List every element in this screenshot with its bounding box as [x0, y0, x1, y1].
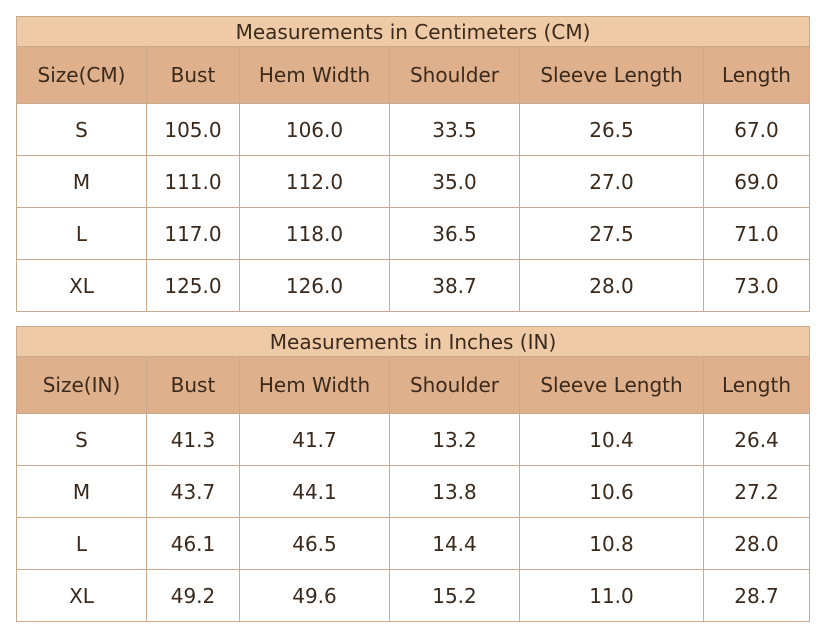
- data-row: S 105.0 106.0 33.5 26.5 67.0: [16, 103, 810, 156]
- table-cell: 105.0: [146, 103, 240, 156]
- table-title: Measurements in Inches (IN): [15, 326, 811, 357]
- column-header: Shoulder: [389, 356, 520, 414]
- column-header: Hem Width: [239, 46, 390, 104]
- table-cell: 10.4: [519, 413, 704, 466]
- table-cell: 15.2: [389, 569, 520, 622]
- table-cell: 49.2: [146, 569, 240, 622]
- table-cell: 28.0: [702, 517, 811, 570]
- table-cell: 13.2: [389, 413, 520, 466]
- table-cell: 14.4: [389, 517, 520, 570]
- table-cell: S: [16, 103, 147, 156]
- table-cell: 27.0: [519, 155, 704, 208]
- table-cell: XL: [16, 569, 147, 622]
- table-cell: 10.6: [519, 465, 704, 518]
- data-row: L 46.1 46.5 14.4 10.8 28.0: [16, 517, 811, 570]
- size-table: Measurements in Centimeters (CM) Size(CM)…: [16, 16, 810, 312]
- column-header: Length: [702, 356, 811, 414]
- column-header: Hem Width: [239, 356, 390, 414]
- table-cell: 71.0: [703, 207, 810, 260]
- size-table: Measurements in Inches (IN) Size(IN) Bust H…: [15, 326, 811, 622]
- data-row: M 111.0 112.0 35.0 27.0 69.0: [16, 155, 810, 208]
- column-header: Size(CM): [16, 46, 147, 104]
- table-cell: 112.0: [239, 155, 390, 208]
- table-cell: 27.5: [519, 207, 704, 260]
- table-cell: 26.5: [519, 103, 704, 156]
- table-cell: 26.4: [702, 413, 811, 466]
- table-cell: 125.0: [146, 259, 240, 312]
- table-cell: XL: [16, 259, 147, 312]
- data-row: L 117.0 118.0 36.5 27.5 71.0: [16, 207, 810, 260]
- table-cell: 11.0: [519, 569, 704, 622]
- column-header: Shoulder: [389, 46, 520, 104]
- column-header: Sleeve Length: [519, 46, 704, 104]
- table-cell: 69.0: [703, 155, 810, 208]
- title-row: Measurements in Centimeters (CM): [16, 16, 810, 47]
- title-row: Measurements in Inches (IN): [15, 326, 811, 357]
- table-cell: 111.0: [146, 155, 240, 208]
- table-cell: 28.0: [519, 259, 704, 312]
- table-cell: M: [16, 465, 147, 518]
- table-cell: 118.0: [239, 207, 390, 260]
- table-cell: 73.0: [703, 259, 810, 312]
- data-row: XL 49.2 49.6 15.2 11.0 28.7: [16, 569, 811, 622]
- table-cell: 41.3: [146, 413, 240, 466]
- table-cell: 33.5: [389, 103, 520, 156]
- data-row: S 41.3 41.7 13.2 10.4 26.4: [16, 413, 811, 466]
- table-cell: 67.0: [703, 103, 810, 156]
- table-cell: 36.5: [389, 207, 520, 260]
- table-cell: 35.0: [389, 155, 520, 208]
- column-header: Bust: [146, 356, 240, 414]
- table-cell: L: [16, 517, 147, 570]
- header-row: Size(IN) Bust Hem Width Shoulder Sleeve Leng…: [16, 356, 811, 414]
- table-cell: 10.8: [519, 517, 704, 570]
- column-header: Bust: [146, 46, 240, 104]
- table-cell: 43.7: [146, 465, 240, 518]
- table-cell: 44.1: [239, 465, 390, 518]
- table-cell: 41.7: [239, 413, 390, 466]
- table-cell: 49.6: [239, 569, 390, 622]
- table-cell: 126.0: [239, 259, 390, 312]
- table-cell: 28.7: [702, 569, 811, 622]
- table-cell: 106.0: [239, 103, 390, 156]
- data-row: XL 125.0 126.0 38.7 28.0 73.0: [16, 259, 810, 312]
- header-row: Size(CM) Bust Hem Width Shoulder Sleeve Leng…: [16, 46, 810, 104]
- table-cell: 13.8: [389, 465, 520, 518]
- table-body: Measurements in Inches (IN) Size(IN) Bust H…: [15, 326, 811, 622]
- table-body: Measurements in Centimeters (CM) Size(CM)…: [16, 16, 810, 312]
- column-header: Size(IN): [16, 356, 147, 414]
- table-cell: 27.2: [702, 465, 811, 518]
- table-cell: L: [16, 207, 147, 260]
- data-row: M 43.7 44.1 13.8 10.6 27.2: [16, 465, 811, 518]
- table-title: Measurements in Centimeters (CM): [16, 16, 810, 47]
- table-cell: 117.0: [146, 207, 240, 260]
- column-header: Sleeve Length: [519, 356, 704, 414]
- table-cell: 38.7: [389, 259, 520, 312]
- table-cell: 46.5: [239, 517, 390, 570]
- column-header: Length: [703, 46, 810, 104]
- table-cell: 46.1: [146, 517, 240, 570]
- table-cell: S: [16, 413, 147, 466]
- table-cell: M: [16, 155, 147, 208]
